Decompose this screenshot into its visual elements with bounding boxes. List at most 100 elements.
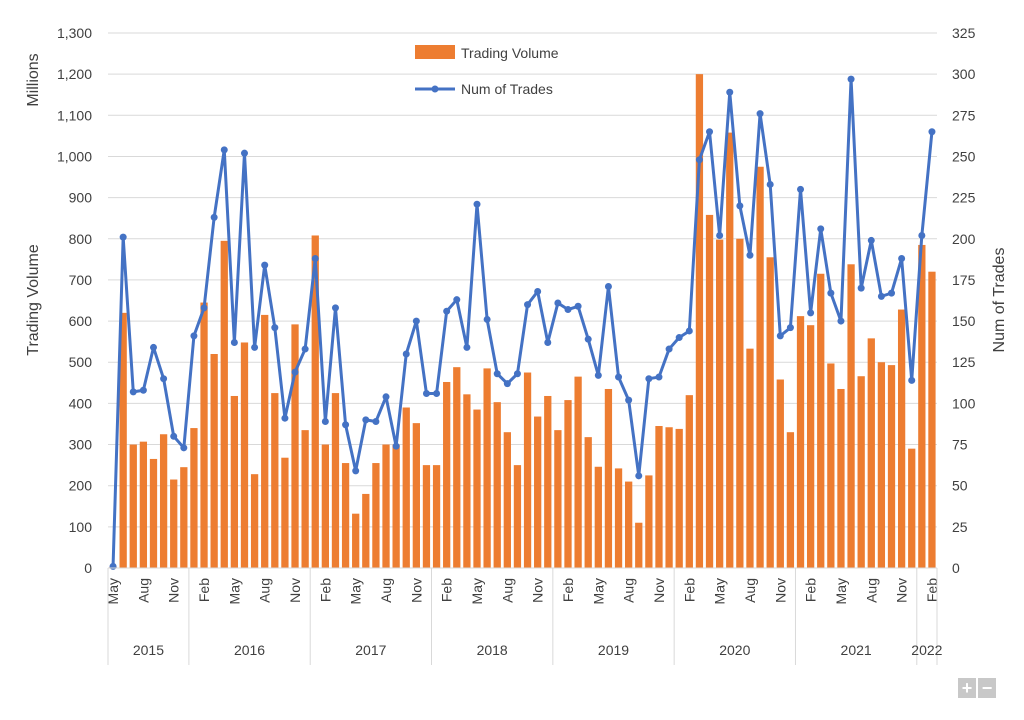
bar-trading-volume [372,463,380,568]
point-num-of-trades [554,299,562,307]
point-num-of-trades [372,417,380,425]
point-num-of-trades [766,180,774,188]
point-num-of-trades [291,368,299,376]
point-num-of-trades [817,225,825,233]
y2-tick-label: 125 [952,354,976,370]
bar-trading-volume [756,166,764,568]
bar-trading-volume [422,465,431,568]
y-tick-label: 100 [69,519,93,535]
bar-trading-volume [564,400,572,568]
y2-axis-title: Num of Trades [991,248,1008,353]
year-label: 2022 [911,642,942,658]
zoom-out-button[interactable]: − [978,678,996,698]
bar-trading-volume [908,448,916,568]
bar-trading-volume [806,325,815,568]
y-tick-label: 400 [69,395,93,411]
point-num-of-trades [170,432,178,440]
y2-tick-label: 175 [952,272,976,288]
y2-tick-label: 100 [952,395,976,411]
point-num-of-trades [625,396,633,404]
bar-trading-volume [139,441,148,568]
x-tick-label: May [712,578,728,604]
x-tick-label: Aug [378,578,394,603]
bar-trading-volume [877,362,886,568]
point-num-of-trades [847,75,855,83]
point-num-of-trades [615,373,623,381]
point-num-of-trades [706,128,714,136]
y2-tick-label: 150 [952,313,976,329]
point-num-of-trades [736,202,744,210]
bar-trading-volume [382,444,390,568]
y-tick-label: 0 [84,560,92,576]
point-num-of-trades [362,416,370,424]
bar-trading-volume [180,467,188,568]
bar-trading-volume [796,316,805,568]
bar-trading-volume [159,434,168,568]
point-num-of-trades [129,388,137,396]
point-num-of-trades [503,380,511,388]
bar-trading-volume [817,273,825,568]
bar-trading-volume [523,372,532,568]
bar-trading-volume [261,314,269,568]
bar-trading-volume [867,338,875,568]
point-num-of-trades [392,442,400,450]
y2-tick-label: 75 [952,437,968,453]
point-num-of-trades [756,110,764,118]
x-tick-label: Feb [196,578,212,602]
point-num-of-trades [200,304,208,312]
x-tick-label: May [105,578,121,604]
x-tick-label: Nov [530,578,546,603]
bar-trading-volume [625,481,633,568]
bar-trading-volume [776,379,784,568]
x-tick-label: Feb [681,578,697,602]
point-num-of-trades [149,343,157,351]
bar-trading-volume [665,427,673,568]
y-tick-label: 300 [69,437,93,453]
point-num-of-trades [473,200,481,208]
y-axis-unit: Millions [25,53,42,106]
line-num-of-trades [111,77,934,567]
point-num-of-trades [584,335,592,343]
y-tick-label: 800 [69,231,93,247]
point-num-of-trades [433,390,441,398]
point-num-of-trades [786,324,794,332]
bar-trading-volume [129,444,137,568]
point-num-of-trades [342,421,350,429]
y-tick-label: 200 [69,478,93,494]
point-num-of-trades [877,292,885,300]
point-num-of-trades [402,350,410,358]
x-tick-label: Nov [287,578,303,603]
bar-trading-volume [149,458,158,568]
bar-trading-volume [200,302,208,568]
zoom-in-button[interactable]: + [958,678,976,698]
bar-trading-volume [463,394,471,568]
bar-trading-volume [281,457,289,568]
point-num-of-trades [493,370,501,378]
point-num-of-trades [422,390,430,398]
x-tick-label: May [833,578,849,604]
point-num-of-trades [331,304,339,312]
point-num-of-trades [109,562,117,570]
bar-trading-volume [544,395,552,568]
bar-trading-volume [190,428,198,568]
bar-trading-volume [392,444,400,568]
x-tick-label: Feb [803,578,819,602]
y-tick-label: 1,000 [57,148,92,164]
bar-trading-volume [250,474,259,568]
y-tick-label: 1,300 [57,25,92,41]
year-label: 2016 [234,642,265,658]
legend-label-trades: Num of Trades [461,81,553,97]
bar-trading-volume [453,367,461,568]
point-num-of-trades [524,301,532,309]
point-num-of-trades [594,371,602,379]
bar-trading-volume [240,342,249,568]
x-tick-label: Aug [742,578,758,603]
year-label: 2015 [133,642,164,658]
point-num-of-trades [918,231,926,239]
point-num-of-trades [746,251,754,259]
legend-swatch-volume [415,45,455,59]
bar-trading-volume [655,426,663,568]
bar-trading-volume [352,513,360,568]
legend: Trading Volume Num of Trades [415,45,559,97]
y-tick-label: 500 [69,354,93,370]
